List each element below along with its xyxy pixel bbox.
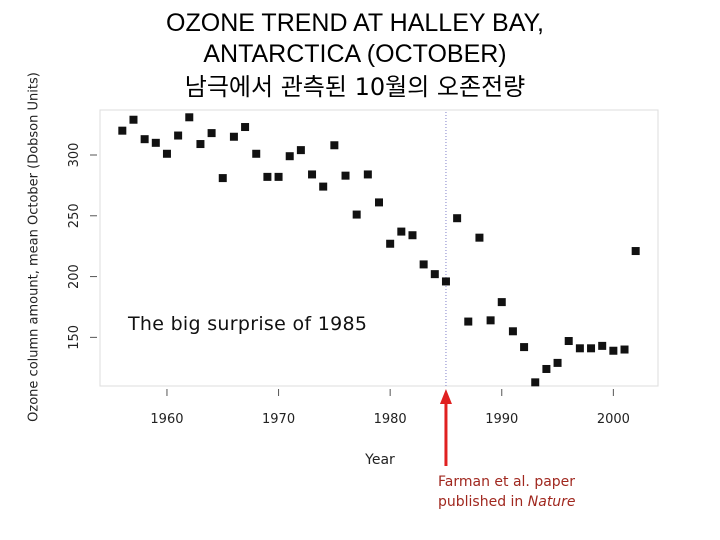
- data-point: [508, 327, 517, 336]
- data-point: [341, 171, 350, 180]
- x-tick-label: 1980: [374, 412, 407, 427]
- data-point: [386, 239, 395, 248]
- data-point: [174, 131, 183, 140]
- data-point: [330, 141, 339, 150]
- data-point: [587, 344, 596, 353]
- x-tick-label: 1990: [485, 412, 518, 427]
- data-point: [263, 172, 272, 181]
- chart-title-korean: 남극에서 관측된 10월의 오존전량: [184, 73, 526, 101]
- data-point: [419, 260, 428, 269]
- x-axis-ticks: 1960 1970 1980 1990 2000: [150, 389, 630, 427]
- chart-title-line-2: ANTARCTICA (OCTOBER): [203, 40, 507, 68]
- data-point: [296, 146, 305, 155]
- arrow-head: [439, 389, 452, 404]
- data-point: [229, 132, 238, 141]
- data-point: [375, 198, 383, 207]
- data-point: [218, 174, 227, 183]
- x-tick-label: 2000: [597, 412, 630, 427]
- y-tick-label: 150: [67, 325, 82, 350]
- caption-line-2: published in Nature: [438, 492, 576, 512]
- y-tick-label: 250: [67, 203, 82, 228]
- chart-title-line-1: OZONE TREND AT HALLEY BAY,: [166, 9, 544, 37]
- data-point: [363, 170, 372, 179]
- data-point: [319, 182, 328, 191]
- data-point: [453, 214, 462, 223]
- data-point: [620, 345, 629, 354]
- data-point: [397, 227, 406, 236]
- data-point: [308, 170, 317, 179]
- data-point: [475, 233, 484, 242]
- data-point: [553, 358, 562, 367]
- y-tick-label: 200: [67, 264, 82, 289]
- caption-line-2-prefix: published in: [438, 494, 528, 510]
- plot-area: [99, 109, 659, 387]
- caption-journal-name: Nature: [527, 494, 576, 510]
- data-point: [598, 341, 607, 350]
- data-point: [408, 231, 417, 240]
- data-point: [241, 123, 250, 132]
- data-point: [520, 343, 529, 352]
- y-axis-ticks: 150 200 250 300: [67, 143, 97, 350]
- data-point: [609, 346, 618, 355]
- data-point: [352, 210, 361, 219]
- arrow-1985: [439, 389, 452, 466]
- data-point: [185, 113, 194, 122]
- data-point: [564, 337, 573, 346]
- data-point: [631, 247, 640, 256]
- y-tick-label: 300: [67, 143, 82, 168]
- data-point: [441, 277, 450, 286]
- data-point: [486, 316, 495, 325]
- data-point: [162, 149, 171, 158]
- x-axis-label: Year: [364, 452, 395, 468]
- data-point: [129, 115, 138, 124]
- x-tick-label: 1970: [262, 412, 295, 427]
- data-points: [118, 113, 640, 387]
- data-point: [207, 129, 216, 138]
- data-point: [575, 344, 584, 353]
- data-point: [196, 140, 205, 149]
- data-point: [252, 149, 261, 158]
- data-point: [464, 317, 473, 326]
- data-point: [497, 298, 506, 307]
- data-point: [531, 378, 540, 387]
- data-point: [140, 135, 149, 144]
- annotation-big-surprise: The big surprise of 1985: [128, 313, 368, 335]
- data-point: [151, 138, 160, 147]
- x-tick-label: 1960: [150, 412, 183, 427]
- data-point: [542, 364, 551, 373]
- data-point: [285, 152, 294, 161]
- data-point: [118, 126, 127, 135]
- caption-line-1: Farman et al. paper: [438, 474, 576, 490]
- farman-caption: Farman et al. paper published in Nature: [438, 472, 576, 512]
- data-point: [430, 270, 439, 279]
- data-point: [274, 172, 283, 181]
